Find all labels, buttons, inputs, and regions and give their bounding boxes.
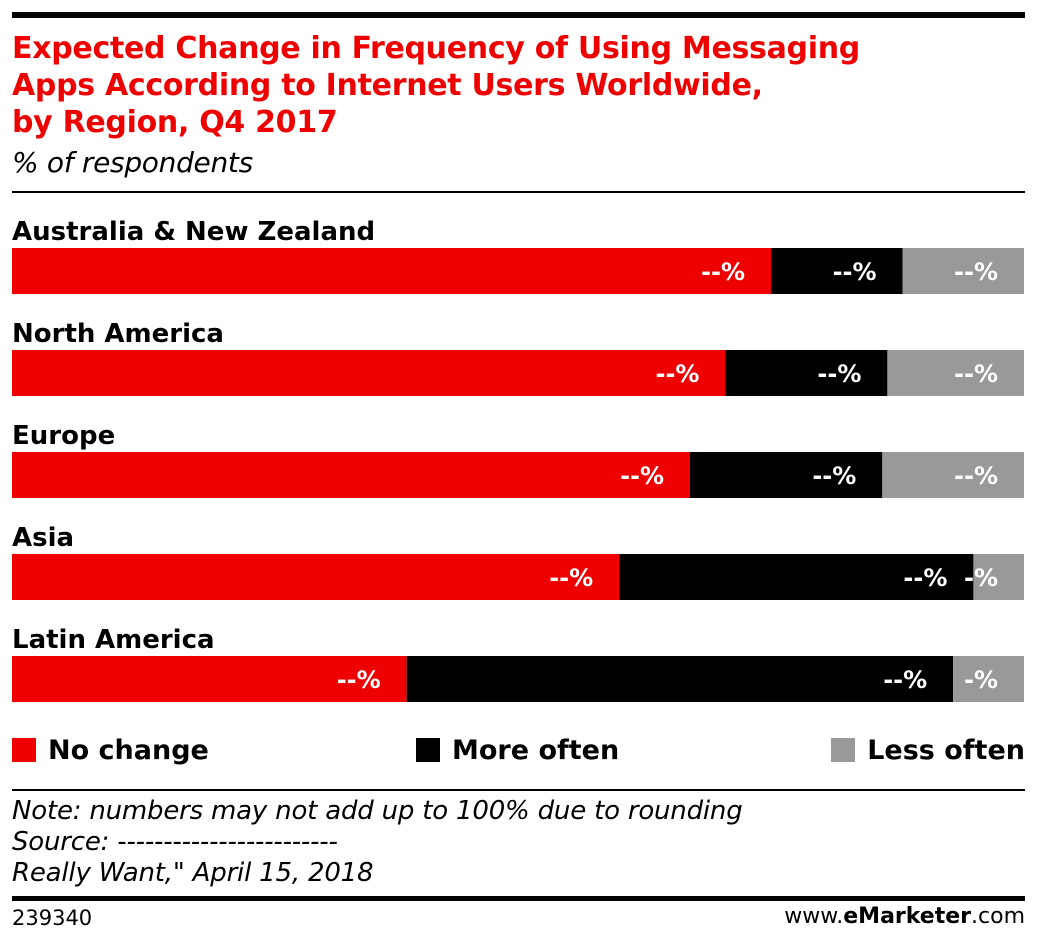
- brand-suffix: .com: [971, 904, 1025, 929]
- bar-less-often-australia-and-new-zealand: [902, 248, 1024, 294]
- legend-label-less-often: Less often: [867, 734, 1025, 766]
- bar-less-often-latin-america: [953, 656, 1024, 702]
- legend-label-more-often: More often: [452, 734, 620, 766]
- chart-title-line-1: Expected Change in Frequency of Using Me…: [12, 31, 860, 66]
- legend-swatch-no-change: [12, 738, 36, 762]
- category-label-asia: Asia: [12, 523, 74, 553]
- data-label-less-often-latin-america: -%: [964, 666, 998, 694]
- bar-less-often-europe: [882, 452, 1024, 498]
- legend-divider: [12, 789, 1025, 791]
- data-label-no-change-latin-america: --%: [337, 666, 381, 694]
- legend-swatch-less-often: [831, 738, 856, 762]
- data-label-less-often-north-america: --%: [954, 360, 998, 388]
- data-label-no-change-north-america: --%: [655, 360, 699, 388]
- legend-item-more-often: More often: [416, 732, 619, 768]
- notes-block: Note: numbers may not add up to 100% due…: [12, 796, 743, 889]
- legend: No change More often Less often: [12, 732, 1025, 768]
- category-label-north-america: North America: [12, 319, 224, 349]
- source-text: Source: ------------------------: [12, 827, 338, 857]
- chart-title-line-2: Apps According to Internet Users Worldwi…: [12, 68, 763, 103]
- data-label-no-change-australia-and-new-zealand: --%: [701, 258, 745, 286]
- data-label-more-often-europe: --%: [812, 462, 856, 490]
- chart-title: Expected Change in Frequency of Using Me…: [12, 30, 1012, 141]
- source-detail-text: Really Want," April 15, 2018: [12, 858, 374, 888]
- bar-more-often-north-america: [725, 350, 888, 396]
- brand-name: eMarketer: [843, 904, 972, 929]
- data-label-less-often-australia-and-new-zealand: --%: [954, 258, 998, 286]
- brand-prefix: www.: [784, 904, 844, 929]
- data-label-more-often-latin-america: --%: [883, 666, 927, 694]
- data-label-no-change-europe: --%: [620, 462, 664, 490]
- bar-no-change-europe: [12, 452, 691, 498]
- category-label-europe: Europe: [12, 421, 115, 451]
- stacked-bar-chart: Australia & New Zealand --% --% --% North Am…: [12, 217, 1024, 702]
- category-label-australia-and-new-zealand: Australia & New Zealand: [12, 217, 375, 247]
- bar-more-often-europe: [690, 452, 883, 498]
- legend-item-no-change: No change: [12, 732, 209, 768]
- footer-rule: [12, 896, 1025, 901]
- bar-no-change-north-america: [12, 350, 726, 396]
- data-label-more-often-australia-and-new-zealand: --%: [833, 258, 877, 286]
- bar-no-change-australia-and-new-zealand: [12, 248, 771, 294]
- legend-item-less-often: Less often: [831, 732, 1025, 768]
- data-label-no-change-asia: --%: [549, 564, 593, 592]
- brand-url[interactable]: www.eMarketer.com: [784, 904, 1025, 929]
- bar-no-change-asia: [12, 554, 620, 600]
- top-rule: [12, 12, 1025, 18]
- bar-more-often-latin-america: [406, 656, 954, 702]
- bar-less-often-north-america: [887, 350, 1024, 396]
- data-label-more-often-north-america: --%: [817, 360, 861, 388]
- bar-no-change-latin-america: [12, 656, 407, 702]
- chart-id: 239340: [12, 906, 93, 930]
- title-divider: [12, 191, 1025, 193]
- bar-more-often-australia-and-new-zealand: [771, 248, 903, 294]
- legend-swatch-more-often: [416, 738, 440, 762]
- chart-subtitle: % of respondents: [12, 146, 253, 179]
- data-label-less-often-asia: -%: [964, 564, 998, 592]
- note-text: Note: numbers may not add up to 100% due…: [12, 796, 743, 826]
- bar-less-often-asia: [973, 554, 1024, 600]
- data-label-more-often-asia: --%: [903, 564, 947, 592]
- bar-more-often-asia: [619, 554, 974, 600]
- chart-title-line-3: by Region, Q4 2017: [12, 105, 338, 140]
- data-label-less-often-europe: --%: [954, 462, 998, 490]
- category-label-latin-america: Latin America: [12, 625, 215, 655]
- legend-label-no-change: No change: [48, 734, 209, 766]
